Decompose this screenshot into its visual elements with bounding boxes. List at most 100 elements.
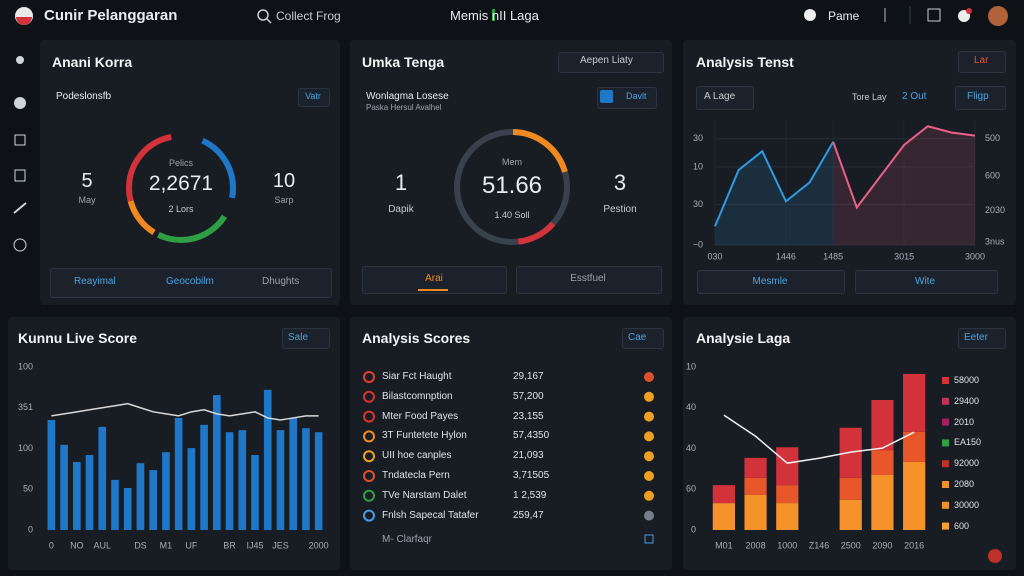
row-value: 21,093: [513, 450, 544, 462]
badge[interactable]: [622, 328, 664, 349]
x-tick-label: 2008: [746, 540, 766, 550]
bar: [98, 426, 107, 530]
dropdown-label[interactable]: Aepen Liaty: [580, 55, 633, 66]
row-icon: [363, 470, 375, 482]
bar: [871, 450, 894, 475]
icon[interactable]: [927, 8, 941, 22]
legend-label: 600: [954, 520, 970, 531]
y-tick-label: 40: [686, 402, 696, 412]
badge-label[interactable]: Sale: [288, 332, 309, 343]
badge-label[interactable]: Cae: [628, 332, 647, 343]
search[interactable]: Collect Frog: [276, 9, 341, 23]
x-tick-label: UF: [185, 540, 197, 550]
bar: [225, 432, 234, 530]
tab[interactable]: [516, 266, 662, 294]
tab-label[interactable]: Dhughts: [262, 276, 300, 287]
nav-icon[interactable]: [14, 97, 26, 109]
row-name: UII hoe canples: [382, 450, 452, 462]
bar: [149, 470, 157, 530]
button[interactable]: [958, 51, 1006, 73]
row-status: [644, 372, 654, 382]
x-tick-label: NO: [70, 540, 84, 550]
filter-label[interactable]: A Lage: [704, 91, 736, 102]
row-value: 259,47: [513, 509, 544, 521]
row-icon: [363, 430, 375, 443]
tab-label[interactable]: Wite: [915, 276, 935, 287]
gauge-caption: Pelics: [168, 158, 194, 168]
nav-icon[interactable]: [14, 169, 26, 182]
x-tick-label: DS: [134, 540, 147, 550]
panel: [350, 317, 672, 570]
note: Paska Hersul Avalhel: [366, 103, 442, 112]
x-tick-label: 2016: [904, 540, 924, 550]
x-tick-label: M01: [715, 540, 733, 550]
tab[interactable]: [697, 270, 845, 294]
nav-icon[interactable]: [13, 238, 27, 252]
logo: [16, 17, 32, 25]
legend-swatch: [942, 377, 949, 384]
nav-icon[interactable]: [16, 56, 24, 64]
avatar[interactable]: [988, 6, 1008, 26]
legend-swatch: [942, 522, 949, 530]
badge-label[interactable]: Eeter: [964, 332, 988, 343]
tab-label[interactable]: Esstfuel: [570, 273, 606, 284]
nav-icon[interactable]: [13, 202, 27, 214]
bar: [712, 485, 735, 504]
row-icon: [363, 489, 375, 502]
button-label[interactable]: Vatr: [305, 91, 321, 101]
row-value: 57,4350: [513, 430, 550, 442]
user-name[interactable]: Pame: [828, 9, 860, 23]
panel: [40, 40, 340, 305]
bar: [263, 389, 272, 530]
y2-tick-label: 3nus: [985, 236, 1005, 246]
icon[interactable]: [804, 9, 816, 21]
x-tick-label: M1: [160, 540, 173, 550]
row-name: Siar Fct Haught: [382, 371, 452, 382]
bar: [111, 479, 119, 530]
tab-label[interactable]: Geocobilm: [166, 276, 214, 287]
bar: [744, 457, 767, 478]
x-tick-label: 3015: [894, 251, 914, 261]
row-name: Fnlsh Sapecal Tatafer: [382, 509, 479, 521]
checkbox[interactable]: [600, 90, 613, 103]
area: [715, 141, 834, 245]
bar: [871, 400, 894, 451]
dropdown[interactable]: [558, 52, 664, 73]
bar: [136, 463, 145, 530]
row-status: [644, 431, 654, 442]
filter[interactable]: [696, 86, 754, 110]
y-tick-label: 10: [686, 361, 696, 371]
icon[interactable]: [988, 549, 1002, 563]
button-label[interactable]: Davlt: [626, 91, 647, 101]
bar: [903, 373, 926, 432]
y-tick-label: 0: [691, 524, 696, 534]
x-tick-label: 030: [707, 251, 722, 261]
tab[interactable]: [855, 270, 998, 294]
row-name: Bilastcomnption: [382, 390, 453, 402]
bar: [276, 430, 285, 530]
bar: [776, 447, 799, 486]
badge[interactable]: [958, 328, 1006, 349]
tab-label[interactable]: Mesmle: [752, 276, 788, 287]
legend-swatch: [942, 418, 949, 426]
sidebar: [13, 56, 27, 252]
y-tick-label: 50: [23, 484, 33, 494]
footer-icon: [644, 534, 654, 544]
badge[interactable]: [282, 328, 330, 349]
tab-label[interactable]: Arai: [425, 273, 443, 284]
button-label[interactable]: Lar: [974, 55, 989, 66]
row-icon: [363, 390, 375, 403]
button[interactable]: [955, 86, 1006, 110]
stat-value: 10: [272, 170, 296, 192]
x-tick-label: AUL: [94, 540, 112, 550]
tab-label[interactable]: Reayimal: [74, 276, 116, 287]
row-value: 1 2,539: [513, 489, 547, 501]
button-label[interactable]: Fligp: [967, 91, 989, 102]
y-tick-label: 100: [18, 361, 33, 371]
footer-link[interactable]: M- Clarfaqr: [382, 534, 433, 545]
x-tick-label: BR: [223, 540, 236, 550]
nav-icon[interactable]: [14, 134, 26, 146]
button[interactable]: [298, 88, 330, 107]
row-name: Tndatecla Pern: [382, 470, 450, 481]
panel: [350, 40, 672, 305]
